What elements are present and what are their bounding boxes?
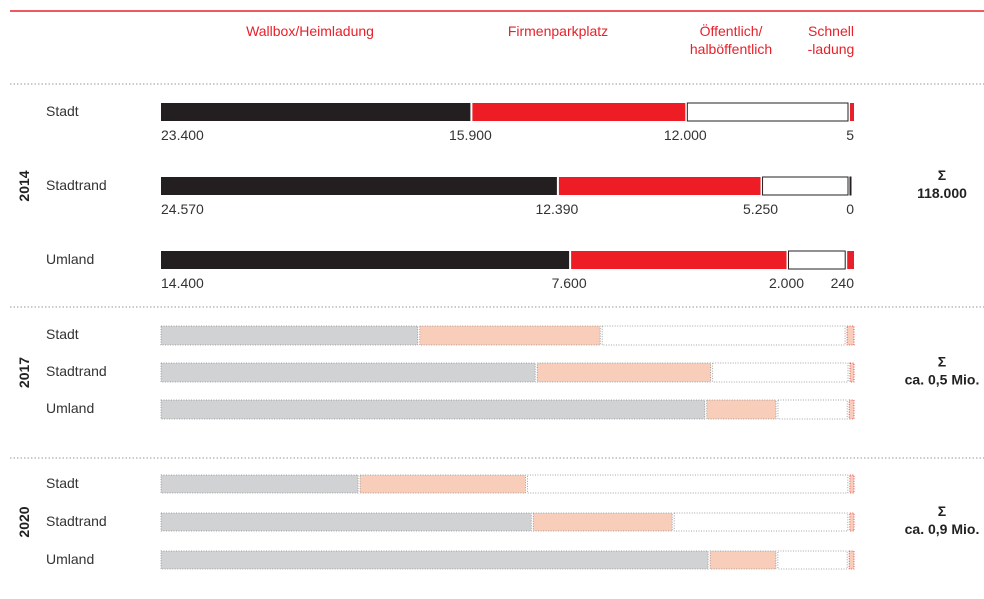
bar-segment-2 (532, 512, 673, 532)
value-label-3: 2.000 (769, 275, 804, 291)
bar-segment-4 (849, 474, 855, 494)
column-header-3-line-2: halböffentlich (690, 41, 772, 57)
sum-symbol: Σ (938, 503, 946, 519)
bar-segment-2 (706, 399, 777, 420)
bar-segment-1 (160, 399, 706, 420)
row-label: Umland (46, 251, 94, 267)
bar-segment-4 (846, 325, 855, 346)
value-label-1: 14.400 (161, 275, 204, 291)
bar-segment-4 (847, 251, 854, 269)
bar-segment-3 (788, 250, 846, 270)
bar-segment-2 (536, 362, 712, 383)
column-header-1: Wallbox/Heimladung (246, 23, 374, 39)
sum-symbol: Σ (938, 354, 946, 370)
year-label: 2017 (16, 357, 32, 388)
bar-segment-2 (419, 325, 601, 346)
bar-segment-2 (558, 177, 761, 195)
row-label: Stadtrand (46, 513, 107, 529)
bar-segment-3 (777, 550, 848, 570)
sum-label: ca. 0,9 Mio. (905, 521, 980, 537)
row-label: Stadtrand (46, 177, 107, 193)
bar-segment-4 (848, 399, 855, 420)
bar-segment-1 (161, 251, 570, 269)
bar-segment-3 (686, 102, 849, 122)
row-umland: Umland 14.400 7.600 2.000 240 (46, 250, 855, 291)
row-label: Stadtrand (46, 363, 107, 379)
sum-label: ca. 0,5 Mio. (905, 372, 980, 388)
row-label: Stadt (46, 475, 79, 491)
row-umland: Umland (46, 399, 855, 420)
row-stadtrand: Stadtrand (46, 512, 855, 532)
bar-segment-4 (848, 550, 855, 570)
row-stadt: Stadt (46, 325, 855, 346)
row-label: Umland (46, 400, 94, 416)
value-label-2: 7.600 (552, 275, 587, 291)
bar-segment-1 (161, 103, 471, 121)
bar-segment-4 (849, 176, 852, 196)
bar-segment-1 (160, 362, 536, 383)
column-header-3-line-1: Öffentlich/ (700, 22, 763, 39)
value-label-3: 12.000 (664, 127, 707, 143)
value-label-1: 24.570 (161, 201, 204, 217)
sum-symbol: Σ (938, 167, 946, 183)
group-2020: 2020 Σca. 0,9 Mio. Stadt Stadtrand Umland (16, 474, 980, 570)
year-label: 2020 (16, 506, 32, 537)
column-header-4-line-1: Schnell (808, 23, 854, 39)
bar-segment-4 (850, 103, 854, 121)
bar-segment-1 (160, 550, 709, 570)
sum-label: 118.000 (917, 185, 967, 201)
value-label-3: 5.250 (743, 201, 778, 217)
value-label-4: 240 (831, 275, 855, 291)
bar-segment-3 (527, 474, 849, 494)
row-stadt: Stadt (46, 474, 855, 494)
row-stadtrand: Stadtrand (46, 362, 855, 383)
column-header-4-line-2: -ladung (808, 41, 855, 57)
bar-segment-3 (601, 325, 846, 346)
row-stadt: Stadt 23.400 15.900 12.000 5 (46, 102, 854, 143)
row-label: Stadt (46, 103, 79, 119)
value-label-2: 15.900 (449, 127, 492, 143)
value-label-1: 23.400 (161, 127, 204, 143)
column-header-2: Firmenparkplatz (508, 23, 608, 39)
column-headers: Wallbox/Heimladung Firmenparkplatz Öffentl… (246, 22, 854, 57)
bar-segment-1 (161, 177, 557, 195)
row-stadtrand: Stadtrand 24.570 12.390 5.250 0 (46, 176, 854, 217)
value-label-4: 5 (846, 127, 854, 143)
bar-segment-2 (571, 251, 787, 269)
bar-segment-2 (472, 103, 686, 121)
bar-segment-3 (673, 512, 849, 532)
row-umland: Umland (46, 550, 855, 570)
bar-segment-2 (359, 474, 526, 494)
value-label-2: 12.390 (535, 201, 578, 217)
separator-lines (10, 10, 984, 459)
value-label-4: 0 (846, 201, 854, 217)
bar-segment-1 (160, 512, 532, 532)
bar-segment-1 (160, 474, 359, 494)
bar-segment-4 (849, 512, 855, 532)
bar-segment-2 (709, 550, 777, 570)
row-label: Umland (46, 551, 94, 567)
bar-segment-1 (160, 325, 419, 346)
year-label: 2014 (16, 170, 32, 201)
group-2017: 2017 Σca. 0,5 Mio. Stadt Stadtrand Umland (16, 325, 980, 420)
bar-segment-3 (762, 176, 849, 196)
row-label: Stadt (46, 326, 79, 342)
bar-segment-4 (849, 362, 855, 383)
bar-segment-3 (777, 399, 848, 420)
bar-segment-3 (712, 362, 849, 383)
